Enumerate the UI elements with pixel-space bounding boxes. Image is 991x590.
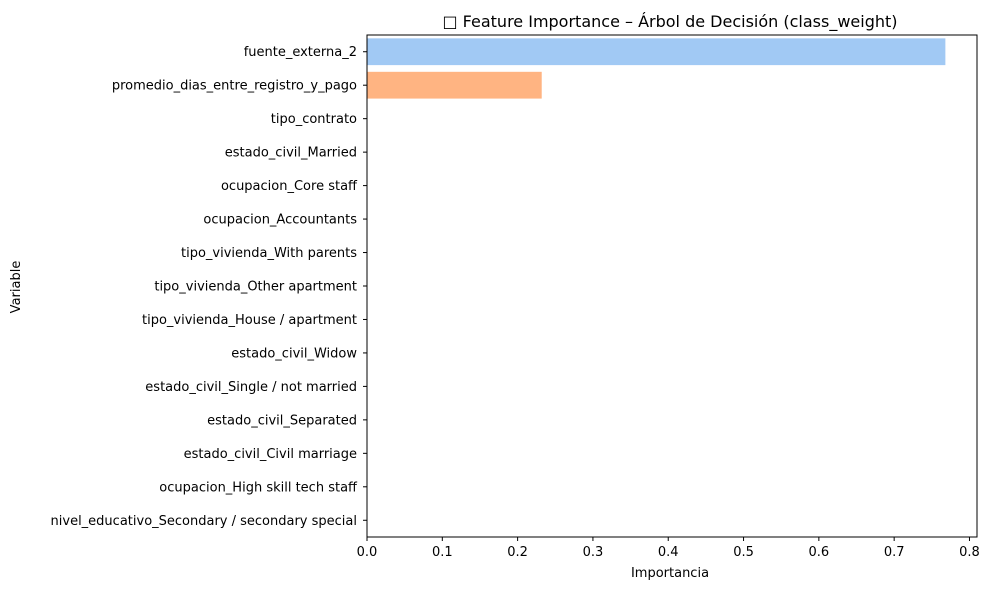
y-axis: fuente_externa_2 promedio_dias_entre_regi… xyxy=(51,45,367,529)
y-axis-label: Variable xyxy=(9,261,24,314)
y-tick-label: tipo_contrato xyxy=(271,112,357,127)
x-tick-label: 0.5 xyxy=(733,545,754,560)
y-tick-label: estado_civil_Separated xyxy=(207,413,357,428)
x-tick-label: 0.7 xyxy=(884,545,905,560)
plot-frame xyxy=(366,34,978,538)
y-tick-label: fuente_externa_2 xyxy=(244,45,357,60)
y-tick-label: estado_civil_Widow xyxy=(231,346,357,361)
x-axis: 0.0 0.1 0.2 0.3 0.4 0.5 0.6 0.7 0.8 xyxy=(357,537,980,560)
x-axis-label: Importancia xyxy=(631,566,709,581)
x-tick-label: 0.4 xyxy=(658,545,679,560)
y-tick-label: estado_civil_Civil marriage xyxy=(184,447,357,462)
y-tick-label: tipo_vivienda_With parents xyxy=(181,246,357,261)
x-tick-label: 0.1 xyxy=(432,545,453,560)
y-tick-label: ocupacion_High skill tech staff xyxy=(159,480,358,495)
y-tick-label: ocupacion_Core staff xyxy=(221,179,358,194)
x-tick-label: 0.0 xyxy=(357,545,378,560)
x-tick-label: 0.3 xyxy=(583,545,604,560)
chart-title: □ Feature Importance – Árbol de Decisión… xyxy=(442,12,897,32)
y-tick-label: estado_civil_Married xyxy=(225,146,357,161)
y-tick-label: promedio_dias_entre_registro_y_pago xyxy=(112,79,357,94)
x-tick-label: 0.6 xyxy=(809,545,830,560)
y-tick-label: nivel_educativo_Secondary / secondary sp… xyxy=(51,514,357,529)
x-tick-label: 0.2 xyxy=(507,545,528,560)
bars-group xyxy=(367,38,946,99)
y-tick-label: tipo_vivienda_Other apartment xyxy=(154,280,357,295)
y-tick-label: estado_civil_Single / not married xyxy=(145,380,357,395)
x-tick-label: 0.8 xyxy=(959,545,980,560)
bar-1 xyxy=(367,71,542,99)
bar-0 xyxy=(367,38,946,66)
y-tick-label: tipo_vivienda_House / apartment xyxy=(142,313,357,328)
y-tick-label: ocupacion_Accountants xyxy=(203,213,357,228)
